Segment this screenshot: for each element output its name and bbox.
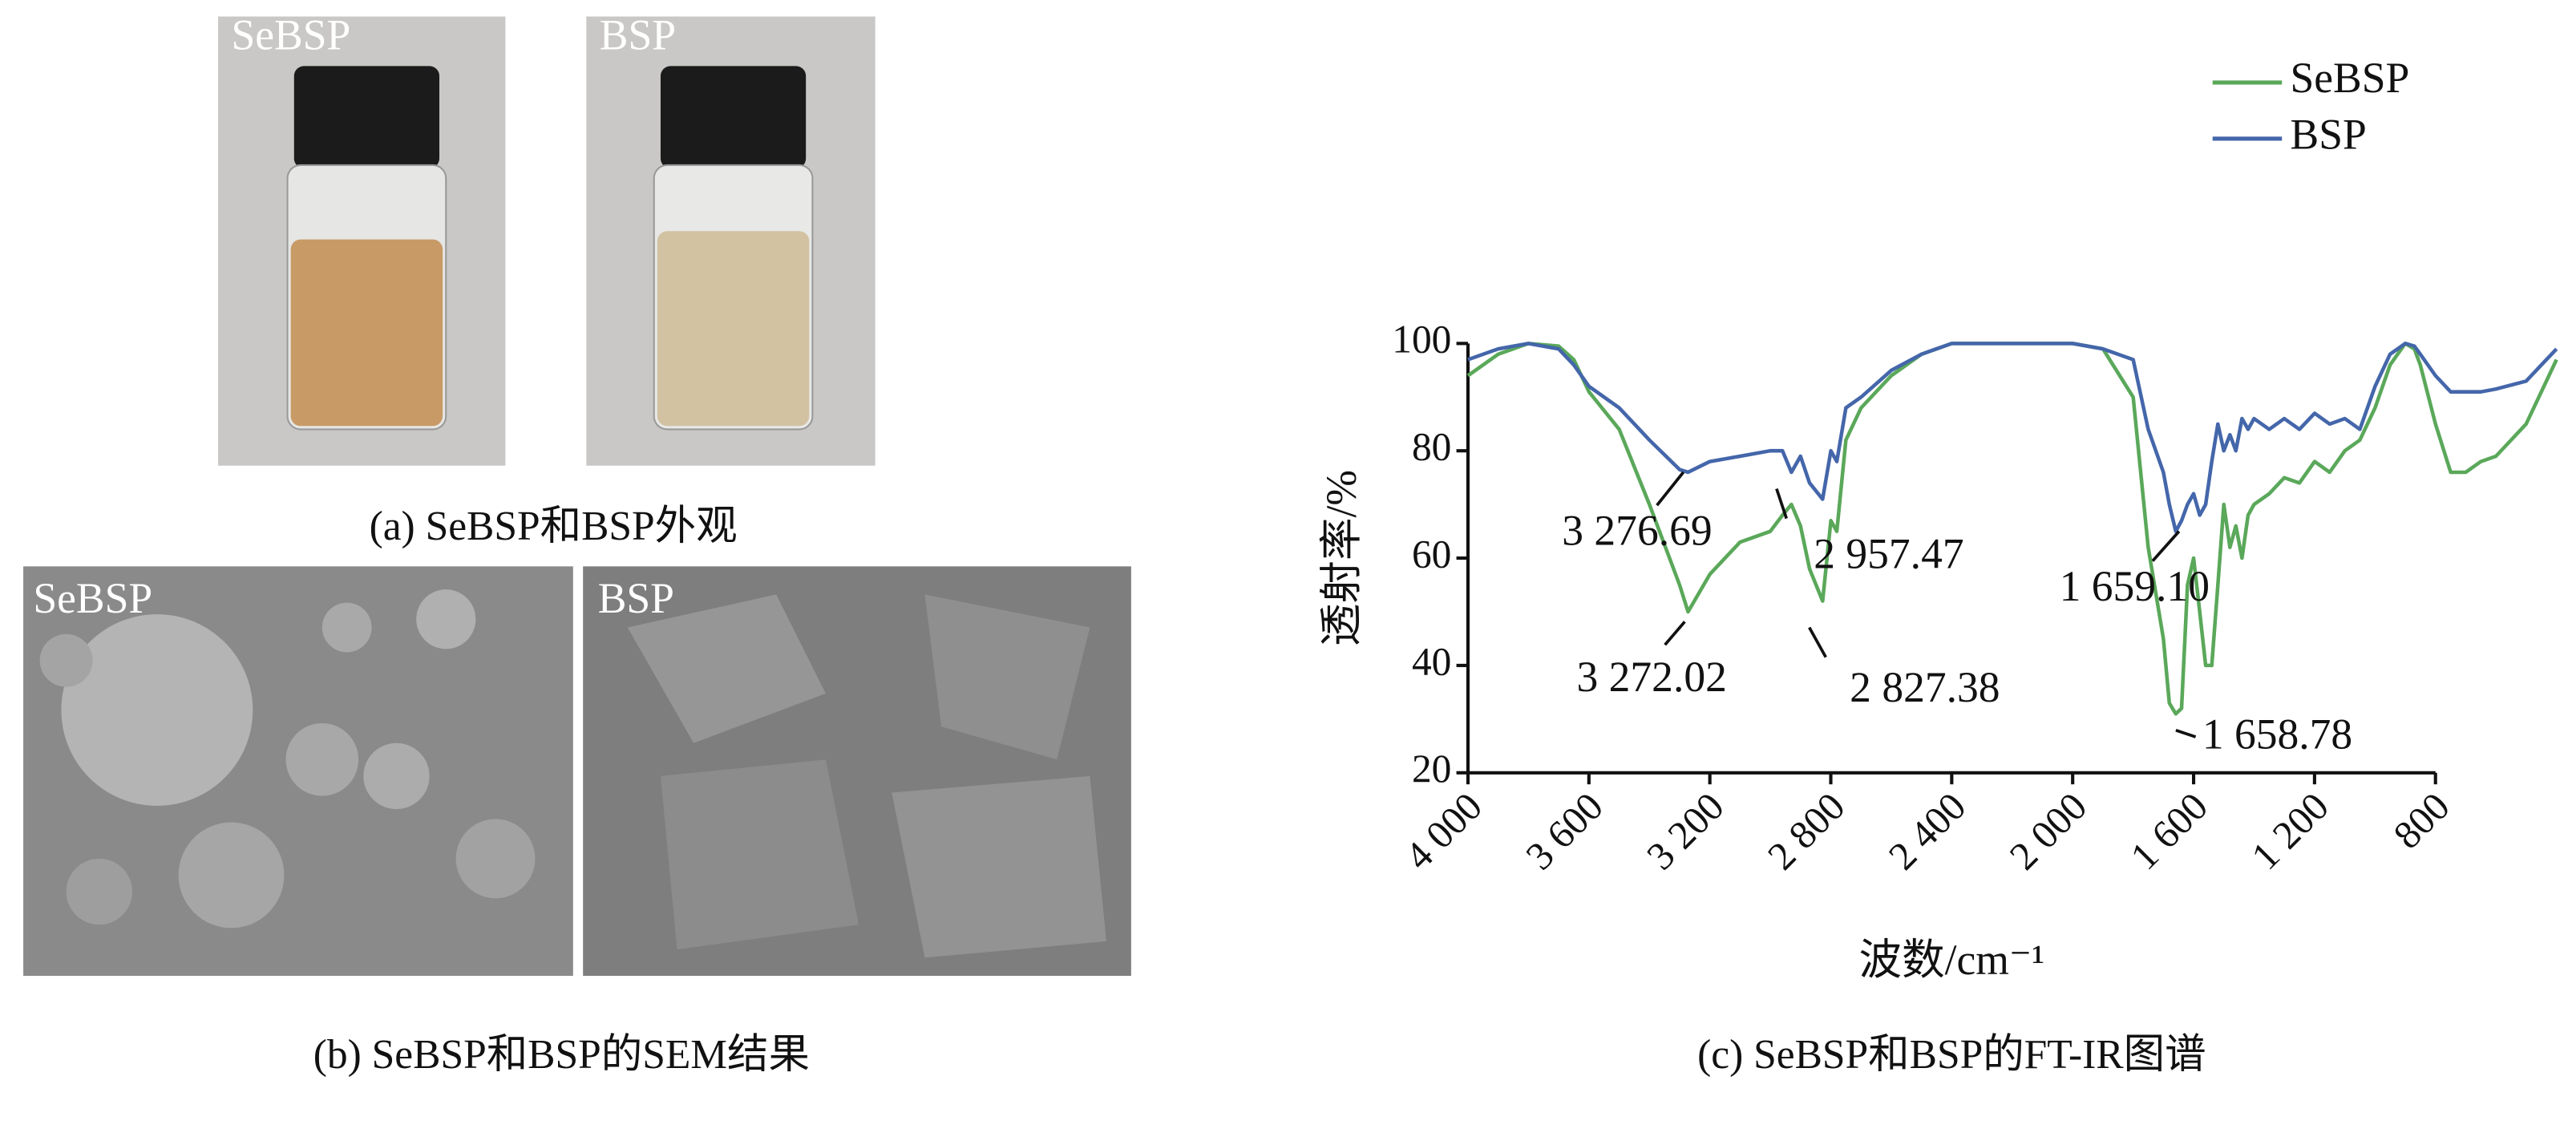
annotation-label: 2 957.47	[1814, 529, 1963, 577]
annotation-label: 1 658.78	[2202, 710, 2352, 758]
x-axis-label: 波数/cm⁻¹	[1859, 936, 2045, 984]
x-tick-label: 2 000	[2001, 784, 2096, 879]
vial-photo: BSP	[586, 11, 876, 466]
vial-photo: SeBSP	[218, 11, 506, 466]
y-axis-label: 透射率/%	[1317, 470, 1365, 646]
x-tick-label: 2 400	[1880, 784, 1975, 879]
series-line	[1466, 342, 2558, 716]
y-tick-label: 20	[1412, 747, 1451, 791]
annotation-leader	[1656, 471, 1685, 507]
sem-image: SeBSP	[23, 566, 573, 977]
x-tick-label: 4 000	[1397, 784, 1491, 879]
y-tick-label: 40	[1412, 639, 1451, 683]
annotation-label: 3 272.02	[1577, 653, 1727, 701]
annotation-leader	[2151, 530, 2181, 562]
photo-label: BSP	[598, 574, 674, 622]
y-tick-label: 80	[1412, 425, 1451, 469]
annotation-label: 1 659.10	[2060, 562, 2210, 610]
legend-label: BSP	[2291, 110, 2367, 158]
x-tick-label: 800	[2385, 784, 2458, 857]
annotation-label: 3 276.69	[1562, 507, 1712, 555]
photo-label: SeBSP	[232, 11, 351, 59]
x-tick-label: 3 200	[1638, 784, 1733, 879]
annotation-leader	[1664, 621, 1686, 646]
photo-label: BSP	[600, 11, 676, 59]
annotation-label: 2 827.38	[1850, 663, 2000, 711]
caption: (a) SeBSP和BSP外观	[370, 504, 738, 549]
x-tick-label: 1 200	[2243, 784, 2338, 879]
sem-image: BSP	[583, 566, 1131, 977]
annotation-leader	[1808, 626, 1827, 658]
photo-label: SeBSP	[33, 574, 152, 622]
y-tick-label: 100	[1392, 318, 1451, 362]
annotation-leader	[1775, 488, 1788, 520]
x-tick-label: 1 600	[2122, 784, 2217, 879]
annotation-leader	[2175, 728, 2197, 738]
caption: (c) SeBSP和BSP的FT-IR图谱	[1697, 1032, 2206, 1078]
y-tick-label: 60	[1412, 532, 1451, 576]
legend-label: SeBSP	[2291, 54, 2410, 102]
x-tick-label: 3 600	[1517, 784, 1612, 879]
series-line	[1467, 342, 2558, 533]
x-tick-label: 2 800	[1759, 784, 1854, 879]
caption: (b) SeBSP和BSP的SEM结果	[313, 1032, 810, 1078]
